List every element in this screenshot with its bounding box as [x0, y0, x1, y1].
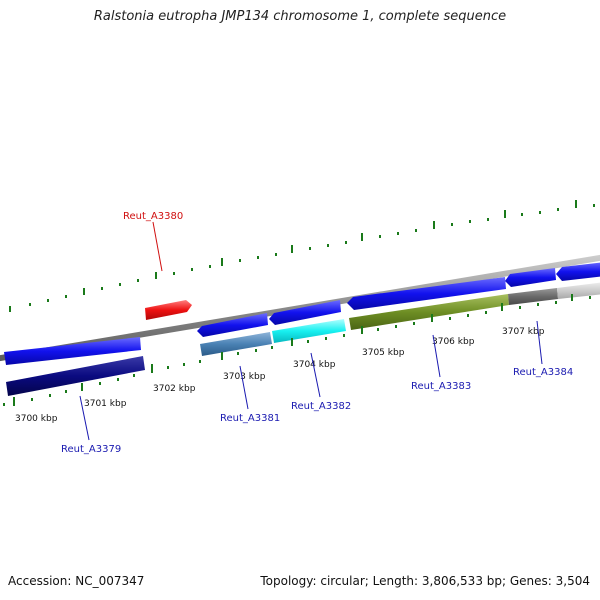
accession-text: Accession: NC_007347	[8, 574, 145, 588]
gene-label-reut-a3380[interactable]: Reut_A3380	[123, 211, 183, 222]
cog-block-steel	[200, 332, 272, 356]
cog-block-darkgray	[508, 288, 558, 305]
axis-label: 3703 kbp	[223, 372, 266, 382]
gene-reut-a3379[interactable]	[4, 337, 141, 365]
gene-reut-a3384[interactable]	[505, 268, 556, 287]
gene-labels: Reut_A3380 Reut_A3379 Reut_A3381 Reut_A3…	[61, 211, 573, 455]
cog-block-olive	[349, 294, 509, 330]
gene-label-reut-a3382[interactable]: Reut_A3382	[291, 401, 351, 412]
outer-tick-track	[9, 200, 595, 312]
axis-labels: 3700 kbp 3701 kbp 3702 kbp 3703 kbp 3704…	[15, 327, 545, 424]
gene-block-right[interactable]	[556, 262, 600, 281]
axis-label: 3705 kbp	[362, 348, 405, 358]
gene-reut-a3380[interactable]	[145, 300, 192, 320]
axis-label: 3701 kbp	[84, 399, 127, 409]
inner-tick-track	[3, 294, 591, 406]
leader-line	[79, 395, 90, 441]
axis-label: 3707 kbp	[502, 327, 545, 337]
leader-line	[239, 365, 249, 410]
cog-block-lightgray	[557, 282, 600, 299]
map-title: Ralstonia eutropha JMP134 chromosome 1, …	[93, 9, 507, 24]
gene-reut-a3383[interactable]	[347, 277, 506, 310]
gene-label-reut-a3384[interactable]: Reut_A3384	[513, 367, 573, 378]
cog-block-navy	[6, 356, 145, 396]
leader-line	[152, 221, 163, 272]
cog-block-cyan	[272, 319, 346, 343]
label-leaders	[79, 221, 543, 441]
axis-label: 3704 kbp	[293, 360, 336, 370]
leader-line	[432, 334, 441, 378]
axis-label: 3702 kbp	[153, 384, 196, 394]
axis-label: 3706 kbp	[432, 337, 475, 347]
gene-reut-a3381[interactable]	[197, 313, 268, 337]
gene-reut-a3382[interactable]	[269, 300, 341, 325]
leader-line	[310, 352, 321, 398]
topology-summary: Topology: circular; Length: 3,806,533 bp…	[260, 574, 590, 588]
gene-label-reut-a3379[interactable]: Reut_A3379	[61, 444, 121, 455]
gene-label-reut-a3383[interactable]: Reut_A3383	[411, 381, 471, 392]
leader-line	[536, 320, 543, 365]
axis-label: 3700 kbp	[15, 414, 58, 424]
gene-label-reut-a3381[interactable]: Reut_A3381	[220, 413, 280, 424]
